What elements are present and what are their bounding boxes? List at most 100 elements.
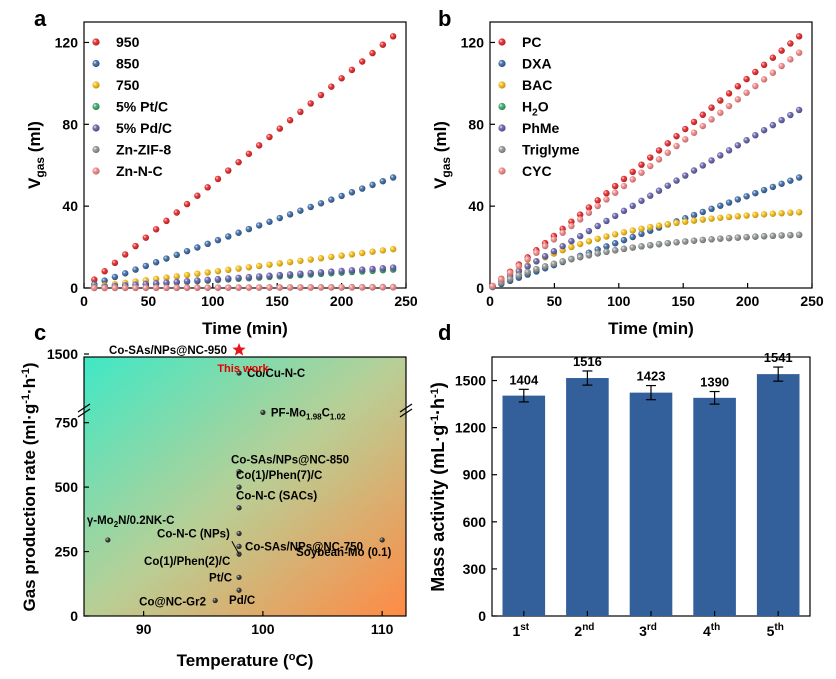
pa-data-point [317, 200, 325, 207]
pa-data-point [204, 284, 211, 291]
pb-data-point [655, 147, 663, 154]
pb-data-point [611, 247, 619, 254]
pa-data-point [122, 251, 129, 258]
pb-data-point [638, 225, 645, 232]
pa-data-point [225, 233, 232, 240]
pb-data-point [743, 193, 750, 200]
pa-data-point [173, 273, 180, 280]
pb-data-point [708, 236, 715, 243]
pa-data-point [91, 276, 98, 283]
pc-data-point [236, 505, 242, 511]
pb-data-point [760, 126, 768, 134]
pb-data-point [752, 189, 759, 197]
pb-data-point [594, 222, 601, 230]
pa-data-point [276, 260, 283, 267]
pa-data-point [101, 284, 108, 292]
pb-data-point [717, 109, 724, 116]
pb-data-point [664, 182, 671, 189]
pb-data-point [690, 129, 698, 136]
pb-data-point [725, 102, 733, 110]
pa-legend-marker [92, 124, 100, 132]
pa-data-point [163, 274, 170, 281]
pc-star-marker [232, 342, 246, 356]
pc-data-point [105, 537, 111, 543]
pa-legend-marker [92, 145, 100, 154]
pb-data-point [795, 174, 803, 181]
pa-data-point [317, 269, 325, 276]
pa-data-point [338, 267, 345, 275]
pd-bar [629, 392, 673, 616]
pa-data-point [225, 167, 232, 174]
pc-point-label: Pt/C [209, 572, 232, 584]
pa-data-point [317, 284, 325, 291]
pa-data-point [255, 142, 263, 149]
pa-data-point [297, 270, 304, 277]
pb-data-point [524, 256, 531, 263]
pa-data-point [235, 158, 242, 166]
pd-value-label: 1404 [509, 372, 539, 387]
pa-data-point [152, 259, 160, 266]
pc-xtick-label: 110 [371, 621, 394, 637]
pb-data-point [717, 235, 724, 242]
pb-data-point [550, 260, 558, 267]
pb-data-point [699, 216, 706, 223]
pa-data-point [142, 234, 150, 241]
pc-point-label: Pd/C [229, 595, 255, 607]
pa-data-point [338, 75, 345, 82]
pc-point-label: Co(1)/Phen(7)/C [236, 470, 322, 482]
pb-data-point [629, 176, 636, 183]
pb-data-point [787, 177, 794, 184]
pb-data-point [787, 40, 794, 47]
pa-data-point [276, 271, 283, 279]
pb-data-point [769, 54, 777, 61]
pa-data-point [245, 273, 253, 281]
pa-data-point [338, 252, 345, 259]
pa-data-point [111, 284, 119, 292]
pb-data-point [690, 167, 698, 174]
pb-data-point [673, 132, 680, 140]
pb-data-point [603, 243, 610, 250]
pb-data-point [708, 104, 715, 111]
pb-data-point [708, 157, 715, 164]
pb-data-point [620, 182, 628, 190]
pc-data-point [236, 587, 242, 593]
pc-point-label: Co/Cu-N-C [247, 368, 305, 380]
pb-data-point [541, 242, 549, 250]
pb-data-point [541, 253, 549, 260]
pa-data-point [379, 265, 387, 272]
pa-data-point [276, 214, 283, 222]
pb-data-point [664, 149, 671, 156]
pa-data-point [173, 278, 180, 286]
pd-category-label: 3rd [639, 622, 657, 639]
pb-data-point [629, 244, 636, 251]
pb-data-point [533, 249, 540, 256]
pa-data-point [204, 240, 211, 248]
pa-xtick-label: 100 [201, 293, 225, 309]
pb-data-point [620, 207, 628, 215]
pa-legend-entry: Zn-N-C [116, 163, 163, 179]
pb-data-point [576, 211, 584, 218]
pb-data-point [620, 236, 628, 244]
pb-data-point [717, 202, 724, 209]
pb-data-point [655, 187, 663, 194]
pa-data-point [338, 284, 345, 291]
pa-ytick-label: 0 [70, 280, 78, 296]
pc-point-label: Co-SAs/NPs@NC-950 [109, 345, 227, 357]
pc-point-label: Soybean-Mo (0.1) [296, 547, 391, 559]
pb-data-point [550, 248, 558, 255]
pb-data-point [611, 189, 619, 196]
pb-data-point [795, 33, 803, 40]
pa-data-point [348, 267, 356, 274]
pb-data-point [673, 177, 680, 184]
pa-data-point [245, 150, 253, 157]
pa-data-point [183, 247, 191, 255]
pb-data-point [778, 62, 785, 70]
pa-data-point [194, 244, 201, 251]
pb-data-point [699, 236, 706, 244]
pd-ytick-label: 900 [463, 467, 487, 483]
pb-data-point [760, 211, 768, 218]
pb-data-point [620, 175, 628, 183]
panel-d-chart: 0 300 600 900 1200 1500 1404 1st 1516 2nd 1423 3rd… [428, 350, 811, 639]
pa-data-point [389, 284, 397, 291]
